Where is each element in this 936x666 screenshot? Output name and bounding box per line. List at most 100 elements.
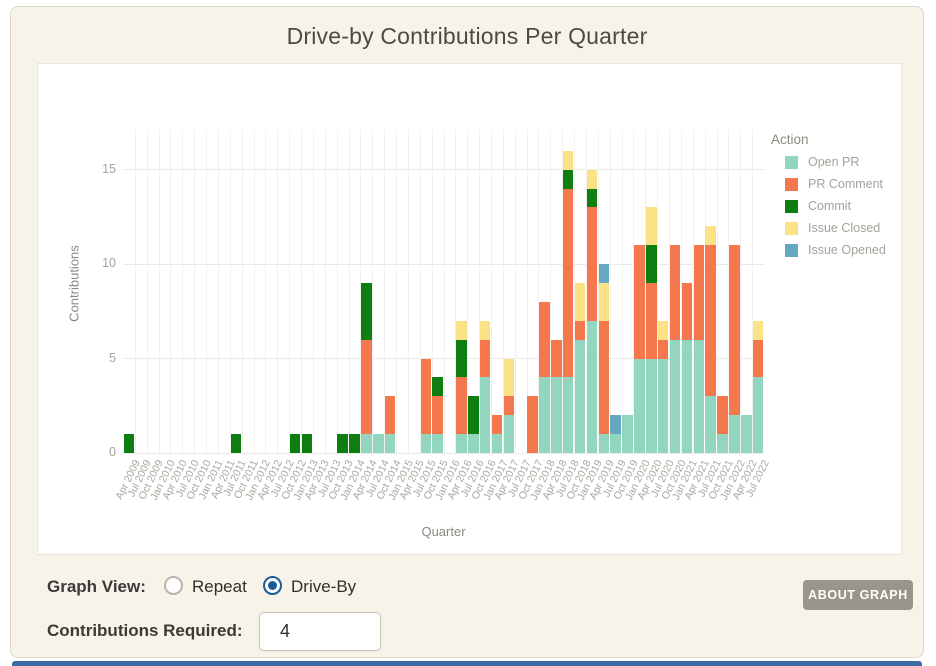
bar-segment-commit xyxy=(646,245,657,284)
bar-segment-issue-closed xyxy=(586,169,598,189)
x-gridline xyxy=(217,130,219,453)
bar-segment-open-pr xyxy=(705,396,716,453)
x-gridline xyxy=(609,130,611,453)
y-tick-label: 0 xyxy=(109,445,116,459)
x-gridline xyxy=(680,130,682,453)
bar-jul-2022 xyxy=(752,320,764,453)
bar-segment-pr-comment xyxy=(539,301,550,378)
bar-segment-open-pr xyxy=(539,377,550,453)
bar-segment-pr-comment xyxy=(693,245,705,340)
x-gridline xyxy=(324,130,326,453)
x-gridline xyxy=(621,130,623,453)
x-gridline xyxy=(692,130,694,453)
about-graph-button[interactable]: ABOUT GRAPH xyxy=(803,580,913,610)
bar-oct-2012 xyxy=(289,434,301,453)
legend-swatch xyxy=(785,155,798,169)
x-gridline xyxy=(134,130,136,453)
bar-segment-open-pr xyxy=(717,434,728,453)
bar-oct-2015 xyxy=(432,377,443,453)
x-gridline xyxy=(728,130,730,453)
x-gridline xyxy=(740,130,742,453)
bar-jul-2021 xyxy=(705,226,716,453)
bar-segment-pr-comment xyxy=(634,245,645,359)
bar-segment-open-pr xyxy=(384,434,396,453)
chart-panel: 0 5 10 15 Apr 2009 Jul 2009 Oct 2009 Jan 2010 A… xyxy=(37,63,902,555)
x-gridline xyxy=(170,130,172,453)
bar-segment-issue-closed xyxy=(563,150,574,170)
bar-segment-pr-comment xyxy=(420,358,432,435)
x-gridline xyxy=(158,130,160,453)
x-gridline xyxy=(419,130,421,453)
app-card: Drive-by Contributions Per Quarter 0 5 10 1… xyxy=(10,6,924,658)
repeat-radio[interactable] xyxy=(164,576,183,595)
bar-segment-commit xyxy=(349,434,360,453)
legend-label: Issue Opened xyxy=(808,243,886,257)
bar-jan-2020 xyxy=(634,245,645,453)
bar-jul-2018 xyxy=(563,150,574,453)
bar-segment-commit xyxy=(361,283,372,340)
bar-segment-open-pr xyxy=(491,434,503,453)
x-gridline xyxy=(502,130,504,453)
bar-segment-issue-closed xyxy=(598,283,610,321)
bar-apr-2014 xyxy=(361,283,372,453)
bar-oct-2016 xyxy=(479,320,491,453)
bar-apr-2022 xyxy=(741,415,752,453)
x-gridline xyxy=(265,130,267,453)
contributions-required-label: Contributions Required: xyxy=(47,621,243,640)
bar-segment-open-pr xyxy=(669,339,681,453)
legend-label: Open PR xyxy=(808,155,860,169)
driveby-radio[interactable] xyxy=(263,576,282,595)
bar-segment-open-pr xyxy=(693,339,705,453)
bar-segment-open-pr xyxy=(574,339,586,453)
bar-segment-pr-comment xyxy=(598,320,610,435)
bar-segment-issue-closed xyxy=(705,226,716,246)
x-gridline xyxy=(585,130,587,453)
x-gridline xyxy=(514,130,516,453)
bar-segment-pr-comment xyxy=(491,415,503,435)
bar-segment-open-pr xyxy=(373,434,384,453)
y-tick-label: 5 xyxy=(109,350,116,365)
bar-apr-2020 xyxy=(646,207,657,453)
x-gridline xyxy=(194,130,196,453)
bar-segment-commit xyxy=(468,396,479,435)
x-gridline xyxy=(526,130,528,453)
x-gridline xyxy=(301,130,303,453)
bar-segment-pr-comment xyxy=(563,188,574,378)
bar-jul-2016 xyxy=(468,396,479,453)
bar-segment-issue-closed xyxy=(503,358,515,397)
bar-segment-issue-opened xyxy=(610,415,621,435)
x-gridline xyxy=(467,130,469,453)
x-gridline xyxy=(752,130,754,453)
x-gridline xyxy=(206,130,208,453)
x-gridline xyxy=(336,130,338,453)
x-gridline xyxy=(289,130,291,453)
contributions-required-input[interactable] xyxy=(259,612,381,651)
x-gridline xyxy=(384,130,386,453)
x-gridline xyxy=(407,130,409,453)
legend-label: Issue Closed xyxy=(808,221,881,235)
bar-segment-commit xyxy=(456,339,467,378)
x-gridline xyxy=(182,130,184,453)
bar-segment-commit xyxy=(563,169,574,189)
x-gridline xyxy=(657,130,659,453)
x-gridline xyxy=(396,130,398,453)
bar-apr-2016 xyxy=(456,320,467,453)
repeat-radio-label[interactable]: Repeat xyxy=(192,577,247,596)
bar-oct-2018 xyxy=(574,283,586,453)
bar-segment-open-pr xyxy=(432,434,443,453)
bar-segment-pr-comment xyxy=(479,339,491,378)
bar-segment-commit xyxy=(337,434,348,453)
bar-segment-open-pr xyxy=(622,415,633,453)
bar-segment-pr-comment xyxy=(361,339,372,435)
bar-jul-2011 xyxy=(230,434,242,453)
graph-view-label: Graph View: xyxy=(47,577,146,596)
x-gridline xyxy=(229,130,231,453)
bar-segment-pr-comment xyxy=(717,396,728,435)
x-gridline xyxy=(550,130,552,453)
bar-segment-issue-closed xyxy=(646,207,657,246)
bar-segment-pr-comment xyxy=(586,207,598,321)
x-axis-title: Quarter xyxy=(421,524,466,539)
driveby-radio-label[interactable]: Drive-By xyxy=(291,577,357,596)
bar-segment-commit xyxy=(586,188,598,208)
bar-jan-2018 xyxy=(539,301,550,453)
